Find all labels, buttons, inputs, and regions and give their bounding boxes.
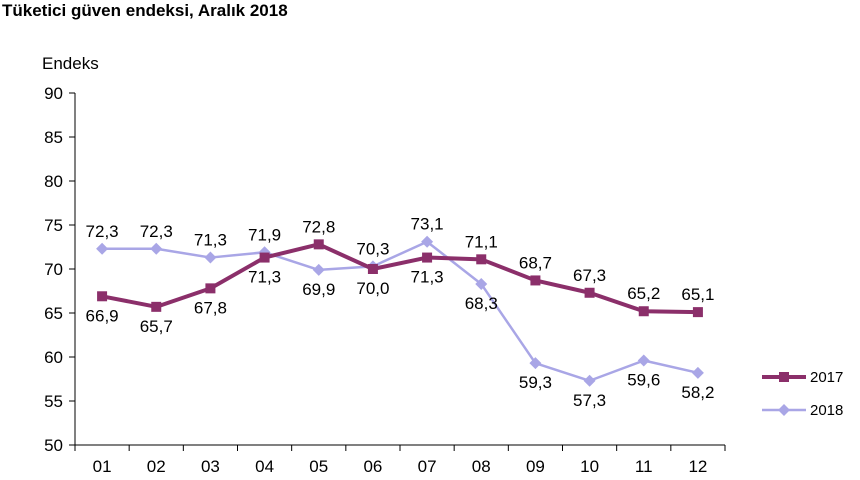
x-tick-label: 05 xyxy=(309,457,328,476)
x-tick-label: 06 xyxy=(363,457,382,476)
data-label-2017: 65,7 xyxy=(140,317,173,336)
marker-2017 xyxy=(97,291,108,302)
marker-2017 xyxy=(692,307,703,318)
y-tick-label: 70 xyxy=(44,260,63,279)
marker-2018 xyxy=(150,242,163,255)
data-label-2017: 72,8 xyxy=(302,217,335,236)
data-label-2017: 70,0 xyxy=(356,279,389,298)
legend: 2017 2018 xyxy=(762,369,843,419)
data-label-2018: 73,1 xyxy=(411,215,444,234)
x-tick-label: 11 xyxy=(635,457,653,476)
chart-title: Tüketici güven endeksi, Aralık 2018 xyxy=(2,1,288,20)
x-tick-label: 09 xyxy=(526,457,545,476)
x-tick-label: 01 xyxy=(93,457,112,476)
marker-2017 xyxy=(367,264,378,274)
marker-2017 xyxy=(530,275,541,286)
data-label-2017: 71,3 xyxy=(411,268,444,287)
marker-2018 xyxy=(421,235,434,248)
y-tick-label: 65 xyxy=(44,304,63,323)
marker-2017 xyxy=(151,301,162,312)
data-label-2017: 66,9 xyxy=(86,306,119,325)
data-label-2018: 59,6 xyxy=(627,371,660,390)
series-line-2018 xyxy=(102,240,699,383)
marker-2018 xyxy=(312,263,325,276)
data-label-2018: 58,2 xyxy=(681,383,714,402)
data-label-2018: 68,3 xyxy=(465,294,498,313)
marker-2018 xyxy=(204,251,217,264)
marker-2018 xyxy=(583,374,596,387)
series-layer xyxy=(96,235,704,387)
legend-label-2017: 2017 xyxy=(810,369,843,386)
y-tick-label: 50 xyxy=(44,436,63,455)
x-tick-label: 12 xyxy=(688,457,707,476)
data-label-2018: 70,3 xyxy=(356,239,389,258)
data-label-2018: 59,3 xyxy=(519,373,552,392)
marker-2017 xyxy=(259,252,270,263)
y-tick-label: 80 xyxy=(44,172,63,191)
x-tick-label: 03 xyxy=(201,457,220,476)
marker-2018 xyxy=(475,277,488,290)
data-label-2018: 72,3 xyxy=(86,222,119,241)
x-tick-label: 10 xyxy=(580,457,599,476)
data-label-2018: 57,3 xyxy=(573,391,606,410)
data-label-2018: 71,3 xyxy=(194,231,227,250)
legend-marker-2018 xyxy=(778,404,790,416)
data-label-2017: 65,2 xyxy=(627,284,660,303)
x-tick-label: 07 xyxy=(418,457,437,476)
legend-label-2018: 2018 xyxy=(810,402,843,419)
marker-2017 xyxy=(422,252,433,263)
data-label-2017: 65,1 xyxy=(681,285,714,304)
marker-2017 xyxy=(638,306,649,317)
data-label-2018: 72,3 xyxy=(140,222,173,241)
series-line-2017 xyxy=(101,242,698,315)
marker-2018 xyxy=(529,357,542,370)
x-tick-label: 08 xyxy=(472,457,491,476)
y-tick-label: 55 xyxy=(44,392,63,411)
marker-2017 xyxy=(205,283,216,294)
axes: 50 55 60 65 70 75 80 85 90 01 02 03 04 05 06 07 08 09 10 11… xyxy=(44,84,726,476)
marker-2017 xyxy=(313,239,324,250)
x-tick-label: 04 xyxy=(255,457,274,476)
data-label-2018: 71,9 xyxy=(248,225,281,244)
data-label-2017: 71,3 xyxy=(248,268,281,287)
x-tick-label: 02 xyxy=(147,457,166,476)
legend-marker-2017 xyxy=(779,372,789,382)
y-axis-unit-label: Endeks xyxy=(42,54,99,73)
data-label-2017: 67,8 xyxy=(194,298,227,317)
data-label-2018: 69,9 xyxy=(302,280,335,299)
marker-2018 xyxy=(637,354,650,367)
data-label-2017: 68,7 xyxy=(519,253,552,272)
data-label-2017: 67,3 xyxy=(573,266,606,285)
marker-2017 xyxy=(476,254,487,265)
marker-2017 xyxy=(584,287,595,298)
data-labels: 66,9 65,7 67,8 71,3 72,8 70,0 71,3 71,1 68,7 67,3… xyxy=(86,215,715,410)
y-tick-label: 60 xyxy=(44,348,63,367)
y-tick-label: 75 xyxy=(44,216,63,235)
marker-2018 xyxy=(96,242,109,255)
data-label-2017: 71,1 xyxy=(465,232,498,251)
marker-2018 xyxy=(691,366,704,379)
y-tick-label: 90 xyxy=(44,84,63,103)
y-tick-label: 85 xyxy=(44,128,63,147)
